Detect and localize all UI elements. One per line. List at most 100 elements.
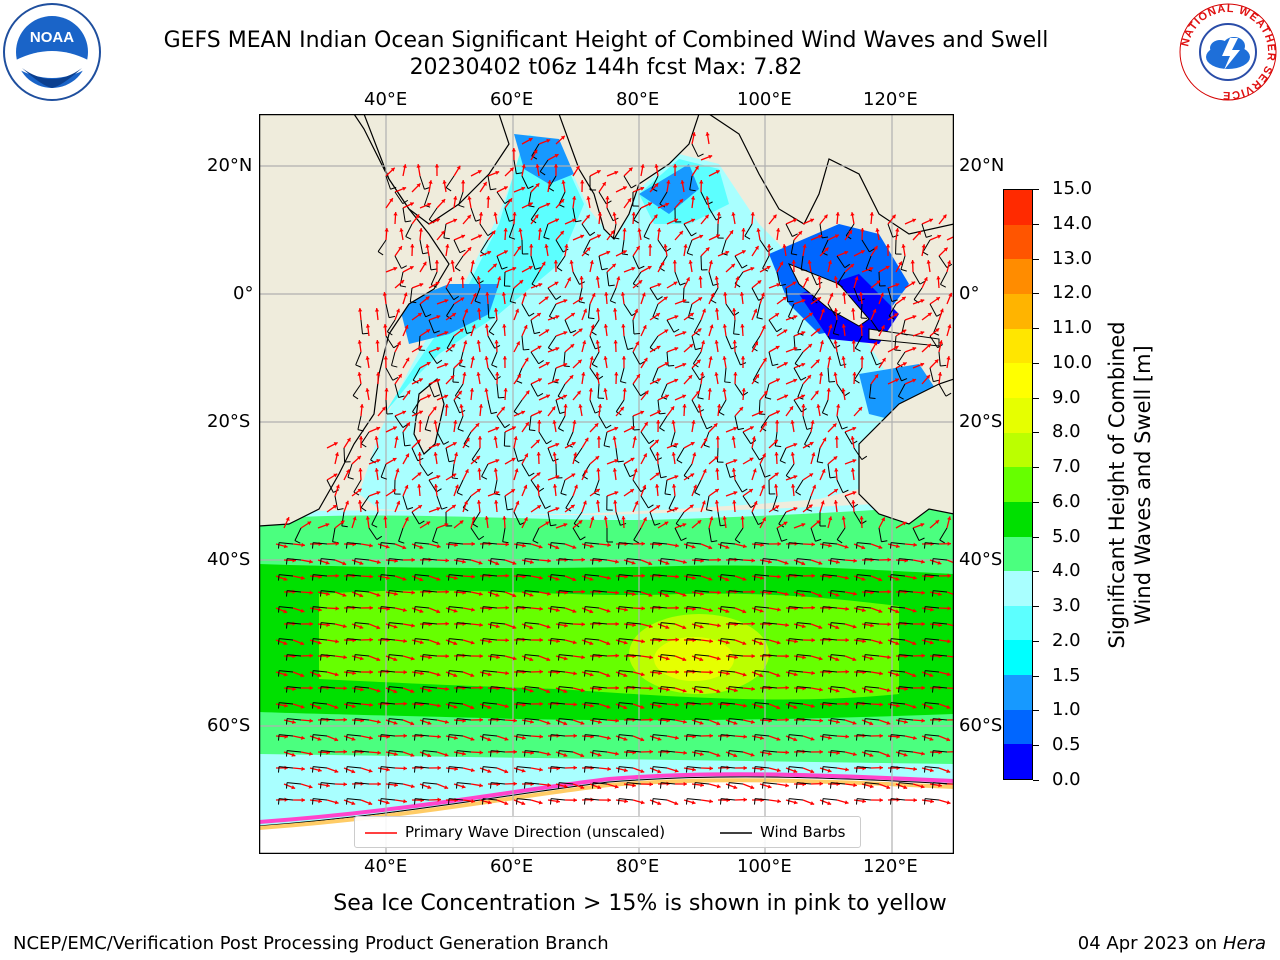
- wind-barb-feather: [353, 558, 356, 565]
- wave-direction-arrowhead: [416, 164, 421, 168]
- wave-direction-arrowhead: [573, 484, 578, 489]
- wave-direction-arrowhead: [411, 590, 415, 595]
- wave-direction-arrowhead: [589, 641, 594, 646]
- wind-barb-feather: [583, 638, 586, 645]
- wind-barb: [619, 367, 625, 382]
- wind-barb: [734, 415, 739, 430]
- wave-direction-arrowhead: [581, 372, 586, 376]
- wind-barb: [687, 542, 702, 545]
- wave-direction-arrowhead: [469, 388, 475, 392]
- wave-direction-arrowhead: [674, 442, 679, 447]
- wave-direction-arrowhead: [713, 423, 718, 428]
- wave-direction-arrowhead: [874, 374, 879, 379]
- wind-barb-feather: [659, 412, 666, 415]
- wind-barb: [321, 750, 336, 753]
- wave-direction-arrowhead: [643, 453, 647, 458]
- wave-direction-arrowhead: [521, 801, 526, 806]
- wind-barb: [530, 479, 540, 492]
- wind-barb: [551, 542, 566, 545]
- wind-barb-feather: [822, 412, 829, 416]
- wind-barb: [933, 622, 948, 625]
- wave-direction-arrowhead: [404, 484, 409, 489]
- wind-barb: [385, 367, 394, 381]
- wave-direction-arrowhead: [615, 653, 619, 658]
- wind-barb-feather: [787, 542, 790, 549]
- wave-direction-arrowhead: [309, 751, 313, 756]
- wave-direction-arrowhead: [521, 164, 526, 168]
- wind-barb: [513, 447, 519, 462]
- colorbar-tick-mark: [1033, 258, 1039, 260]
- wind-barb: [666, 319, 675, 333]
- wave-direction-arrowhead: [743, 797, 747, 802]
- wave-direction-arrowhead: [640, 800, 645, 805]
- wind-barb-feather: [379, 574, 382, 581]
- wave-direction-arrowhead: [640, 737, 645, 742]
- wind-barb-feather: [277, 766, 280, 773]
- wave-direction-arrowhead: [715, 234, 720, 239]
- wind-barb-feather: [559, 411, 566, 414]
- wave-direction-arrowhead: [722, 388, 727, 392]
- wind-barb-feather: [625, 622, 628, 629]
- wave-direction-arrowhead: [801, 404, 806, 408]
- colorbar-segment: [1004, 190, 1032, 225]
- wave-direction-arrowhead: [833, 500, 839, 504]
- wind-barb: [899, 622, 914, 625]
- wave-direction-arrowhead: [470, 260, 475, 264]
- wind-barb-feather: [693, 622, 696, 629]
- wind-barb: [627, 782, 642, 785]
- wind-barb: [287, 782, 302, 785]
- wind-barb-feather: [659, 718, 662, 725]
- wave-direction-arrowhead: [881, 517, 885, 522]
- wind-barb-feather: [761, 590, 764, 597]
- wave-direction-arrowhead: [444, 362, 449, 367]
- wind-barb: [389, 750, 404, 753]
- wind-barb: [759, 463, 766, 478]
- wind-barb-feather: [693, 750, 696, 757]
- wave-direction-arrowhead: [454, 542, 458, 548]
- wave-direction-arrowhead: [555, 346, 560, 351]
- wave-direction-arrowhead: [895, 283, 900, 288]
- wind-barb: [517, 734, 532, 737]
- wave-direction-arrowhead: [570, 344, 575, 348]
- wind-barb-feather: [417, 457, 424, 462]
- wave-direction-arrowhead: [776, 736, 781, 741]
- wave-direction-arrowhead: [515, 308, 520, 313]
- wind-barb-feather: [633, 219, 640, 224]
- wind-barb-feather: [422, 252, 429, 255]
- wind-barb-feather: [413, 734, 416, 741]
- wave-direction-arrowhead: [613, 500, 618, 504]
- wave-direction-arrowhead: [741, 228, 746, 232]
- wave-direction-arrowhead: [607, 766, 611, 772]
- wave-direction-arrowhead: [436, 474, 441, 480]
- wind-barb-feather: [319, 622, 322, 629]
- wind-barb-feather: [487, 231, 494, 237]
- wave-direction-arrowhead: [777, 799, 781, 804]
- wave-direction-arrowhead: [479, 622, 483, 628]
- wind-barb-feather: [311, 638, 314, 645]
- wind-barb: [823, 734, 838, 737]
- wave-direction-arrowhead: [301, 542, 305, 548]
- wave-direction-arrowhead: [464, 308, 469, 313]
- wind-barb: [355, 590, 370, 593]
- wind-barb: [428, 383, 435, 398]
- wave-direction-arrowhead: [547, 558, 551, 563]
- wave-direction-arrowhead: [442, 180, 447, 184]
- wave-direction-arrowhead: [766, 265, 771, 270]
- wave-direction-arrowhead: [912, 575, 917, 580]
- wind-barb-feather: [413, 798, 416, 805]
- wind-barb-feather: [617, 766, 620, 773]
- wind-barb-feather: [388, 315, 396, 319]
- wave-direction-arrowhead: [436, 609, 441, 614]
- wind-barb: [721, 542, 736, 545]
- wind-barb-feather: [869, 397, 876, 400]
- colorbar-tick-label: 15.0: [1052, 178, 1093, 199]
- wave-direction-arrowhead: [435, 281, 440, 286]
- wave-direction-arrowhead: [309, 590, 313, 595]
- wave-direction-arrowhead: [759, 575, 764, 580]
- wave-direction-arrowhead: [734, 655, 738, 660]
- wave-direction-arrowhead: [358, 436, 364, 440]
- wave-direction-arrowhead: [887, 655, 891, 660]
- wind-barb: [891, 542, 906, 545]
- wind-barb: [547, 447, 554, 462]
- wave-direction-arrowhead: [406, 390, 411, 395]
